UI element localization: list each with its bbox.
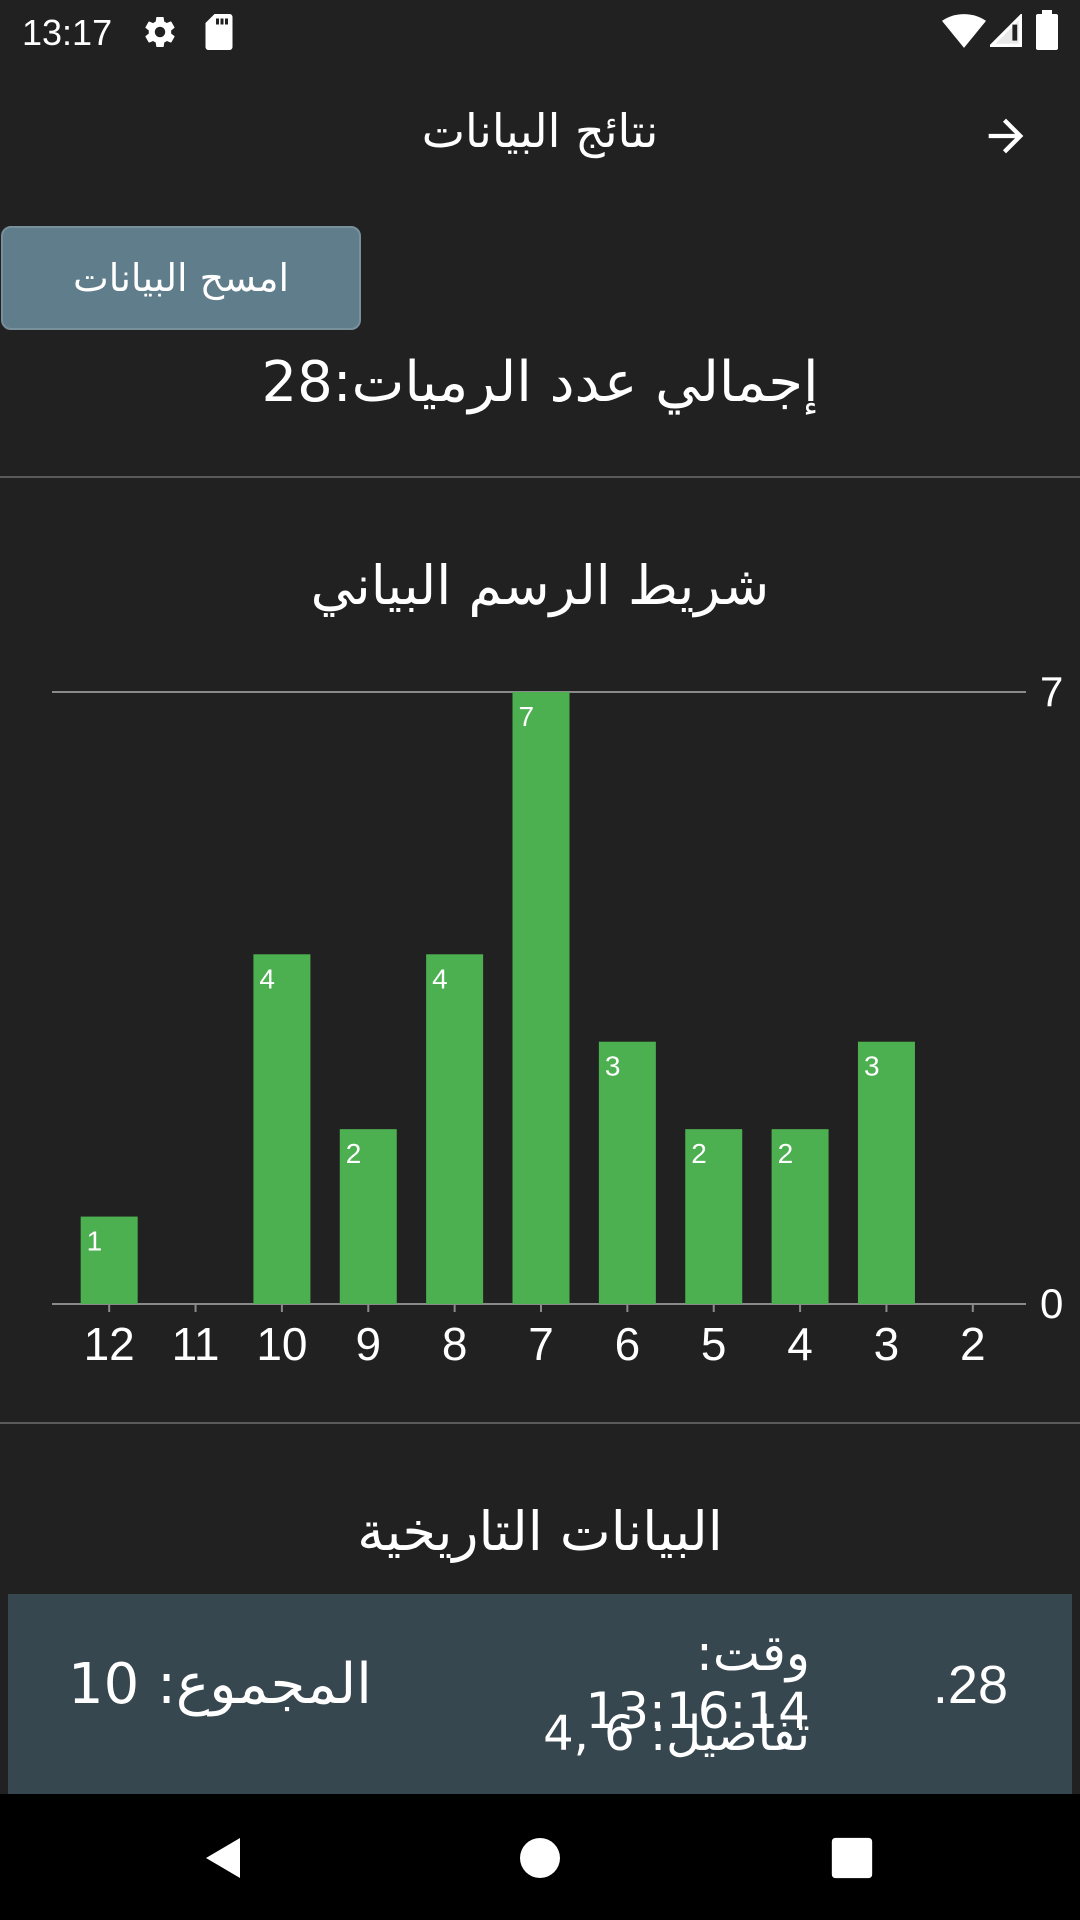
chart-title: شريط الرسم البياني [310,554,770,617]
x-tick-label: 12 [84,1318,135,1370]
bar [512,692,570,1304]
y-tick-label: 0 [1040,1280,1063,1327]
bar-data-label: 3 [864,1051,880,1082]
app-bar: نتائج البيانات [0,64,1080,204]
x-tick-label: 2 [960,1318,986,1370]
bar [253,954,311,1304]
bar [857,1041,915,1304]
x-tick-label: 6 [615,1318,641,1370]
recents-square-icon[interactable] [830,1836,874,1880]
bar-data-label: 2 [346,1138,362,1169]
x-tick-label: 11 [172,1318,220,1370]
history-entry-index: .28 [932,1655,1008,1715]
wifi-icon [942,14,986,48]
bar-data-label: 3 [605,1051,621,1082]
bar-data-label: 1 [87,1226,103,1257]
x-tick-label: 5 [701,1318,727,1370]
history-entry-time: وقت: 13:16:14 [585,1624,810,1740]
history-entry-details: تفاصيل: 6 ,4 [543,1706,810,1762]
bar-data-label: 4 [432,963,448,994]
history-entry-sum: المجموع: 10 [68,1652,372,1717]
bar-data-label: 7 [519,701,535,732]
bar [339,1129,397,1304]
arrow-right-icon[interactable] [980,110,1032,162]
bar-data-label: 2 [778,1138,794,1169]
battery-icon [1036,10,1058,50]
bar [771,1129,829,1304]
history-entry[interactable]: .28 وقت: 13:16:14 تفاصيل: 6 ,4 المجموع: … [8,1594,1072,1794]
back-triangle-icon[interactable] [200,1834,248,1882]
x-tick-label: 7 [528,1318,554,1370]
bar-data-label: 2 [691,1138,707,1169]
total-throws-label: إجمالي عدد الرميات:28 [261,350,819,415]
bar-data-label: 4 [259,963,275,994]
page-title: نتائج البيانات [421,104,659,158]
x-tick-label: 4 [787,1318,813,1370]
history-title: البيانات التاريخية [357,1500,723,1563]
gear-icon [145,17,175,48]
bar [598,1041,656,1304]
status-time: 13:17 [22,12,113,53]
bar [80,1216,138,1304]
home-circle-icon[interactable] [516,1834,564,1882]
x-tick-label: 3 [874,1318,900,1370]
signal-icon [990,14,1022,47]
bar [685,1129,743,1304]
x-tick-label: 9 [355,1318,381,1370]
divider [0,476,1080,478]
y-tick-label: 7 [1040,668,1063,715]
sd-card-icon [205,14,233,50]
bar [426,954,484,1304]
x-tick-label: 8 [442,1318,468,1370]
clear-data-button[interactable]: امسح البيانات [1,226,361,330]
divider [0,1422,1080,1424]
x-tick-label: 10 [256,1318,307,1370]
status-bar: 13:17 [0,0,1080,64]
navigation-bar [0,1794,1080,1920]
